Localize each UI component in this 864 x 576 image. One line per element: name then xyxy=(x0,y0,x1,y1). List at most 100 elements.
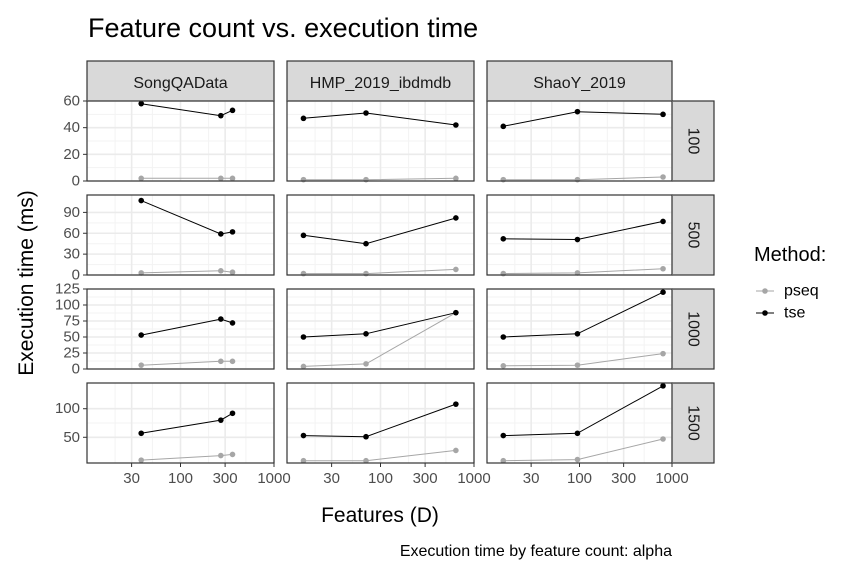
data-point-tse xyxy=(229,320,236,326)
x-tick-label: 300 xyxy=(611,470,636,487)
column-strip-label: HMP_2019_ibdmdb xyxy=(310,75,452,92)
data-point-pseq xyxy=(363,361,369,367)
x-axis-title: Features (D) xyxy=(321,504,439,527)
x-tick-label: 100 xyxy=(567,470,592,487)
x-tick-label: 300 xyxy=(213,470,238,487)
column-strip xyxy=(286,60,475,102)
data-point-tse xyxy=(229,229,236,235)
data-point-tse xyxy=(218,316,224,322)
data-point-pseq xyxy=(453,175,459,182)
y-tick-label: 0 xyxy=(72,267,80,284)
data-point-tse xyxy=(138,332,145,338)
legend-key-point xyxy=(762,288,768,294)
data-point-tse xyxy=(453,122,459,128)
y-axis-title: Execution time (ms) xyxy=(15,190,38,376)
data-point-tse xyxy=(300,432,307,439)
data-point-pseq xyxy=(660,265,666,272)
data-point-tse xyxy=(500,334,507,340)
panel-border xyxy=(486,100,673,182)
y-tick-label: 50 xyxy=(63,429,80,446)
panel-border xyxy=(86,288,275,370)
data-point-tse xyxy=(453,215,459,221)
data-point-tse xyxy=(218,112,224,119)
data-point-pseq xyxy=(138,362,145,368)
x-tick-label: 1000 xyxy=(457,470,490,487)
y-tick-label: 0 xyxy=(72,173,80,190)
data-point-pseq xyxy=(300,457,307,464)
y-tick-label: 25 xyxy=(63,345,80,362)
data-point-tse xyxy=(660,111,666,118)
data-point-tse xyxy=(453,309,459,316)
x-tick-label: 30 xyxy=(523,470,540,487)
data-point-pseq xyxy=(363,176,369,183)
y-tick-label: 40 xyxy=(63,119,80,136)
data-point-pseq xyxy=(218,452,224,459)
data-point-pseq xyxy=(453,266,459,273)
y-tick-label: 50 xyxy=(63,329,80,346)
row-strip-label: 1000 xyxy=(685,311,702,347)
row-strip-label: 1500 xyxy=(685,405,702,441)
data-point-pseq xyxy=(229,269,236,276)
row-strip xyxy=(671,288,715,370)
y-tick-label: 60 xyxy=(63,225,80,242)
legend-title: Method: xyxy=(754,244,826,266)
data-point-tse xyxy=(363,240,369,247)
x-tick-label: 1000 xyxy=(655,470,688,487)
data-point-tse xyxy=(218,417,224,423)
data-point-pseq xyxy=(229,451,236,458)
y-tick-label: 90 xyxy=(63,204,80,221)
data-point-tse xyxy=(574,108,581,115)
data-point-pseq xyxy=(138,175,145,182)
data-point-pseq xyxy=(218,175,224,182)
data-point-pseq xyxy=(500,457,507,464)
row-strip-label: 100 xyxy=(685,128,702,155)
x-tick-label: 30 xyxy=(123,470,140,487)
data-point-pseq xyxy=(229,358,236,365)
data-point-pseq xyxy=(660,436,666,442)
data-point-tse xyxy=(660,289,666,296)
data-point-pseq xyxy=(138,457,145,463)
legend-label: pseq xyxy=(784,283,819,300)
row-strip xyxy=(671,194,715,276)
panel-border xyxy=(486,288,673,370)
data-point-pseq xyxy=(574,456,581,463)
x-tick-label: 30 xyxy=(323,470,340,487)
data-point-pseq xyxy=(500,363,507,369)
facet-grid: SongQAData HMP_2019_ibdmdb ShaoY_2019 100 50… xyxy=(55,60,715,487)
data-point-pseq xyxy=(363,457,369,464)
data-point-pseq xyxy=(218,358,224,365)
data-point-tse xyxy=(229,410,236,417)
data-point-tse xyxy=(574,331,581,337)
panel-border xyxy=(286,194,475,276)
data-point-tse xyxy=(660,383,666,389)
column-strip-label: SongQAData xyxy=(133,75,227,92)
data-point-tse xyxy=(300,232,307,239)
x-tick-label: 300 xyxy=(413,470,438,487)
y-tick-label: 125 xyxy=(55,281,80,298)
panel-border xyxy=(286,288,475,370)
row-strip-label: 500 xyxy=(685,222,702,249)
data-point-tse xyxy=(138,100,145,107)
data-point-tse xyxy=(300,334,307,340)
y-tick-label: 60 xyxy=(63,93,80,110)
data-point-pseq xyxy=(660,350,666,357)
panel-border xyxy=(86,194,275,276)
legend-label: tse xyxy=(784,305,805,322)
panel-border xyxy=(86,100,275,182)
y-tick-label: 100 xyxy=(55,297,80,314)
data-point-tse xyxy=(229,107,236,114)
data-point-tse xyxy=(300,115,307,122)
x-tick-label: 100 xyxy=(168,470,193,487)
legend: Method: pseq tse xyxy=(754,244,826,322)
data-point-tse xyxy=(660,218,666,225)
column-strip xyxy=(486,60,673,102)
x-tick-label: 100 xyxy=(368,470,393,487)
row-strip xyxy=(671,100,715,182)
data-point-tse xyxy=(363,433,369,440)
data-point-tse xyxy=(138,197,145,204)
data-point-tse xyxy=(500,236,507,242)
chart-title: Feature count vs. execution time xyxy=(88,13,478,43)
y-tick-label: 100 xyxy=(55,400,80,417)
data-point-pseq xyxy=(500,176,507,183)
